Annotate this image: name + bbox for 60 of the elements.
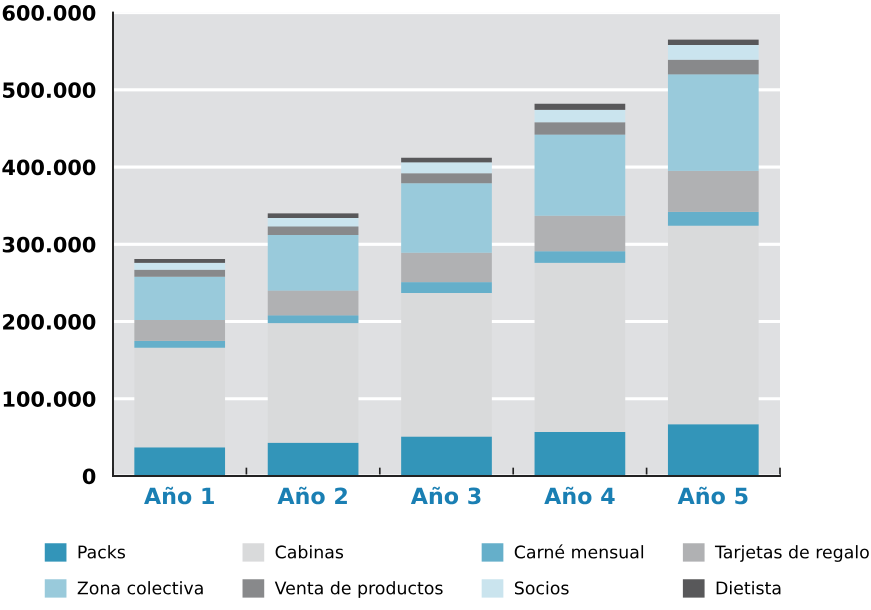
bar bbox=[268, 315, 358, 324]
bar bbox=[668, 74, 759, 171]
x-tick-label: Año 2 bbox=[277, 486, 347, 504]
bar bbox=[668, 60, 759, 74]
bar bbox=[268, 235, 358, 291]
bar bbox=[401, 292, 492, 437]
bar bbox=[134, 258, 226, 263]
bar bbox=[401, 173, 492, 184]
bar bbox=[134, 270, 226, 277]
bar bbox=[668, 212, 759, 226]
bar bbox=[534, 134, 626, 216]
bar bbox=[401, 282, 492, 293]
legend-label: Tarjetas de regalo bbox=[714, 545, 869, 562]
bar bbox=[534, 104, 626, 110]
bar bbox=[401, 158, 492, 162]
legend-label: Dietista bbox=[716, 581, 780, 595]
y-tick-label: 400.000 bbox=[2, 160, 96, 176]
legend-label: Cabinas bbox=[276, 545, 344, 559]
y-tick-label: 200.000 bbox=[3, 314, 96, 330]
bar bbox=[134, 447, 226, 476]
bar bbox=[134, 348, 226, 448]
bar bbox=[401, 436, 492, 476]
legend-label: Socios bbox=[514, 581, 569, 595]
bar bbox=[668, 40, 759, 46]
bar bbox=[268, 290, 358, 316]
bar bbox=[134, 262, 226, 270]
y-tick-label: 0 bbox=[82, 468, 96, 484]
bar bbox=[134, 340, 226, 348]
bar bbox=[668, 424, 759, 476]
legend-label: Venta de productos bbox=[274, 581, 443, 598]
bar bbox=[134, 276, 226, 320]
bar bbox=[401, 183, 492, 253]
bar bbox=[668, 226, 759, 424]
bar bbox=[668, 170, 759, 212]
bar bbox=[401, 162, 492, 174]
bar bbox=[268, 226, 358, 236]
legend-label: Carné mensual bbox=[514, 544, 644, 559]
bar bbox=[268, 442, 358, 476]
bar bbox=[534, 262, 626, 432]
bar bbox=[534, 110, 626, 122]
x-tick-label: Año 1 bbox=[144, 486, 214, 504]
x-tick-label: Año 3 bbox=[410, 486, 480, 504]
bar bbox=[534, 216, 626, 252]
bar bbox=[534, 122, 626, 135]
x-tick-label: Año 5 bbox=[678, 486, 748, 504]
y-tick-label: 100.000 bbox=[4, 391, 96, 407]
x-tick-label: Año 4 bbox=[544, 486, 615, 504]
bar bbox=[268, 213, 358, 218]
bar bbox=[134, 320, 226, 341]
legend-label: Packs bbox=[78, 545, 126, 559]
y-tick-label: 600.000 bbox=[2, 5, 96, 21]
y-tick-label: 300.000 bbox=[2, 236, 96, 253]
bar bbox=[534, 432, 626, 476]
bar bbox=[668, 45, 759, 60]
legend-label: Zona colectiva bbox=[78, 581, 203, 595]
bar bbox=[401, 252, 492, 282]
y-tick-label: 500.000 bbox=[3, 82, 96, 98]
bar bbox=[268, 323, 358, 443]
bar bbox=[268, 218, 358, 227]
bar bbox=[534, 251, 626, 263]
